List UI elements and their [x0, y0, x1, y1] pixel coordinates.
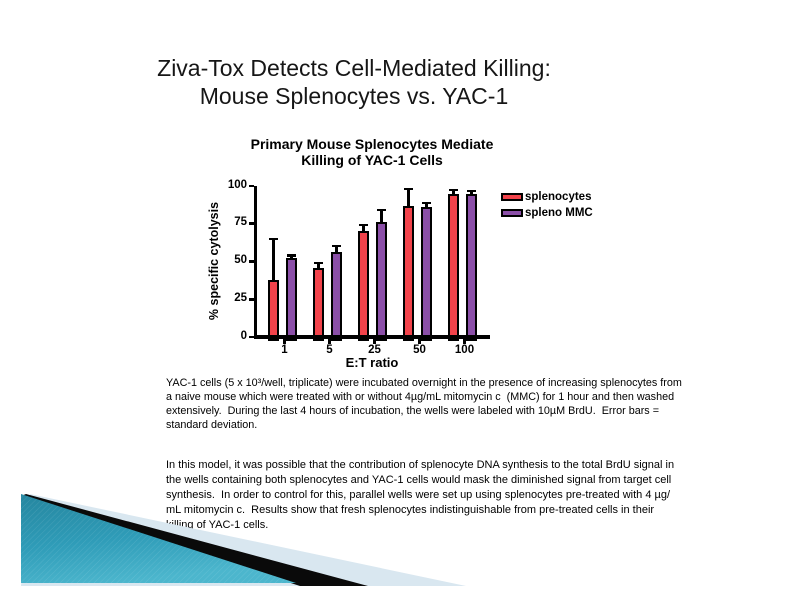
chart-title: Primary Mouse Splenocytes Mediate Killin…: [250, 136, 494, 168]
legend-item: spleno MMC: [501, 205, 593, 221]
error-bar-cap: [332, 245, 341, 248]
bar-splenocytes-ET50: [403, 205, 414, 341]
x-tick-label: 25: [368, 344, 381, 356]
decorative-swoosh: [21, 494, 466, 586]
y-tick-label: 25: [234, 291, 247, 304]
error-bar: [380, 210, 383, 223]
x-axis-title: E:T ratio: [345, 355, 399, 370]
y-tick-mark: [249, 335, 254, 339]
x-axis-line: [254, 335, 490, 339]
y-tick-mark: [249, 222, 254, 226]
bar-splenocytes-ET5: [313, 267, 324, 341]
x-tick-label: 1: [281, 344, 288, 356]
y-tick-mark: [249, 297, 254, 301]
y-tick-label: 100: [227, 178, 247, 191]
error-bar-cap: [377, 209, 386, 212]
bar-splenocytes-ET25: [358, 231, 369, 341]
y-tick-label: 50: [234, 254, 247, 266]
bar-spleno-MMC-ET100: [466, 193, 477, 341]
x-tick-mark: [328, 339, 331, 344]
error-bar: [407, 189, 410, 206]
swoosh-teal-hatch: [21, 494, 296, 583]
legend-swatch: [501, 209, 523, 217]
error-bar: [335, 246, 338, 253]
error-bar: [362, 225, 365, 232]
bar-splenocytes-ET1: [268, 279, 279, 341]
y-axis-line: [254, 186, 257, 339]
error-bar-cap: [422, 202, 431, 205]
legend-swatch: [501, 193, 523, 201]
error-bar: [290, 255, 293, 259]
error-bar-cap: [449, 188, 458, 191]
body-paragraph: In this model, it was possible that the …: [166, 459, 675, 531]
slide-title-line1: Ziva-Tox Detects Cell-Mediated Killing:: [157, 55, 551, 81]
error-bar: [470, 191, 473, 194]
error-bar-cap: [269, 237, 278, 240]
bar-splenocytes-ET100: [448, 193, 459, 341]
swoosh-black-band: [21, 494, 368, 586]
x-tick-label: 5: [326, 344, 333, 356]
legend-item: splenocytes: [501, 189, 593, 205]
x-tick-mark: [463, 339, 466, 344]
bar-spleno-MMC-ET25: [376, 222, 387, 341]
legend-label: spleno MMC: [525, 207, 593, 219]
error-bar: [317, 263, 320, 268]
x-tick-mark: [283, 339, 286, 344]
error-bar-cap: [314, 261, 323, 265]
slide-title-line2: Mouse Splenocytes vs. YAC-1: [199, 83, 509, 109]
x-tick-mark: [373, 339, 376, 344]
error-bar-cap: [359, 224, 368, 227]
chart-legend: splenocytes spleno MMC: [501, 189, 593, 221]
y-tick-mark: [249, 260, 254, 263]
y-tick-label: 0: [240, 329, 247, 342]
x-tick-label: 50: [413, 344, 426, 356]
error-bar: [425, 203, 428, 208]
error-bar-cap: [287, 254, 296, 257]
y-tick-label: 75: [234, 216, 247, 229]
error-bar: [272, 238, 275, 280]
bar-spleno-MMC-ET50: [421, 207, 432, 341]
x-tick-mark: [418, 339, 421, 344]
plot-area: 0 25 50 75 100 1 5 25 50 100: [228, 179, 490, 356]
error-bar-cap: [404, 187, 413, 191]
figure-caption: YAC-1 cells (5 x 10³/well, triplicate) w…: [166, 377, 682, 431]
error-bar-cap: [467, 190, 476, 193]
bar-spleno-MMC-ET5: [331, 252, 342, 341]
legend-label: splenocytes: [525, 191, 592, 203]
y-tick-mark: [249, 184, 254, 188]
x-tick-label: 100: [454, 344, 475, 356]
slide-title: Ziva-Tox Detects Cell-Mediated Killing: …: [54, 54, 654, 110]
error-bar: [452, 189, 455, 194]
bar-spleno-MMC-ET1: [286, 258, 297, 341]
